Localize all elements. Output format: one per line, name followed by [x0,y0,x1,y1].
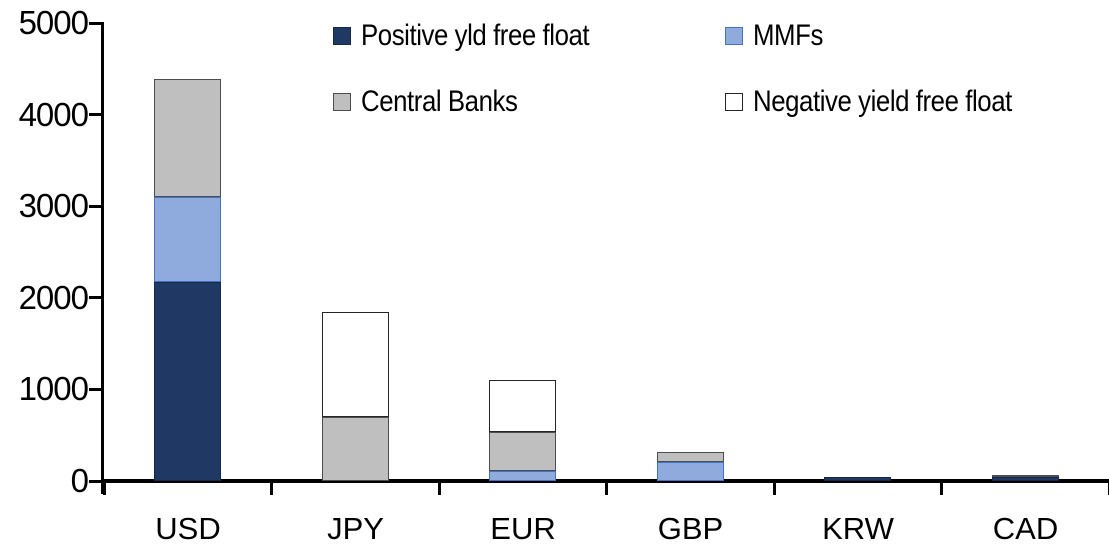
x-axis-tick [437,483,441,495]
legend-swatch-mmfs [725,27,743,45]
legend-swatch-positive-yld [333,27,351,45]
bar-segment [824,476,892,481]
x-axis-tick [102,483,106,495]
bar-segment [991,477,1059,481]
y-tick-label: 2000 [18,278,89,316]
legend-label: Central Banks [361,85,518,118]
x-axis-tick [772,483,776,495]
legend-swatch-central-banks [333,93,351,111]
y-tick-label: 1000 [18,370,89,408]
x-axis-line [101,479,1109,483]
x-category-label: JPY [327,511,384,546]
y-tick-label: 0 [70,462,89,499]
y-tick-label: 3000 [18,187,89,225]
bar-segment [489,380,557,432]
legend-item-positive-yld: Positive yld free float [333,19,626,52]
bar-segment [154,197,222,283]
x-axis-tick [1107,483,1109,495]
legend-label: MMFs [753,19,823,52]
y-axis-tick [89,387,102,391]
bar-segment [154,282,222,481]
legend-item-central-banks: Central Banks [333,85,543,118]
x-axis-tick [605,483,608,495]
y-axis-tick [89,21,102,25]
bar-segment [321,416,389,481]
bar-segment [991,474,1059,478]
x-category-label: CAD [992,511,1059,546]
bar-segment [489,470,557,481]
legend-item-mmfs: MMFs [725,19,834,52]
x-category-label: GBP [657,511,724,546]
bar-segment [656,451,724,462]
y-axis-tick [89,204,102,208]
legend-swatch-negative-yield [725,93,743,111]
bar-segment [656,461,724,481]
y-axis-line [101,22,104,494]
x-axis-tick [940,483,943,495]
y-tick-label: 4000 [18,95,89,133]
legend-item-negative-yield: Negative yield free float [725,85,1054,118]
y-axis-tick [89,479,102,483]
x-axis-tick [270,483,273,495]
x-category-label: KRW [822,511,894,546]
x-category-label: USD [155,511,221,546]
legend-label: Positive yld free float [361,19,590,52]
legend-label: Negative yield free float [753,85,1012,118]
y-axis-tick [89,296,102,300]
y-axis-tick [89,113,102,117]
x-category-label: EUR [490,511,556,546]
bar-segment [154,78,222,198]
y-tick-label: 5000 [18,4,89,41]
bar-segment [489,431,557,471]
bar-segment [321,312,389,417]
